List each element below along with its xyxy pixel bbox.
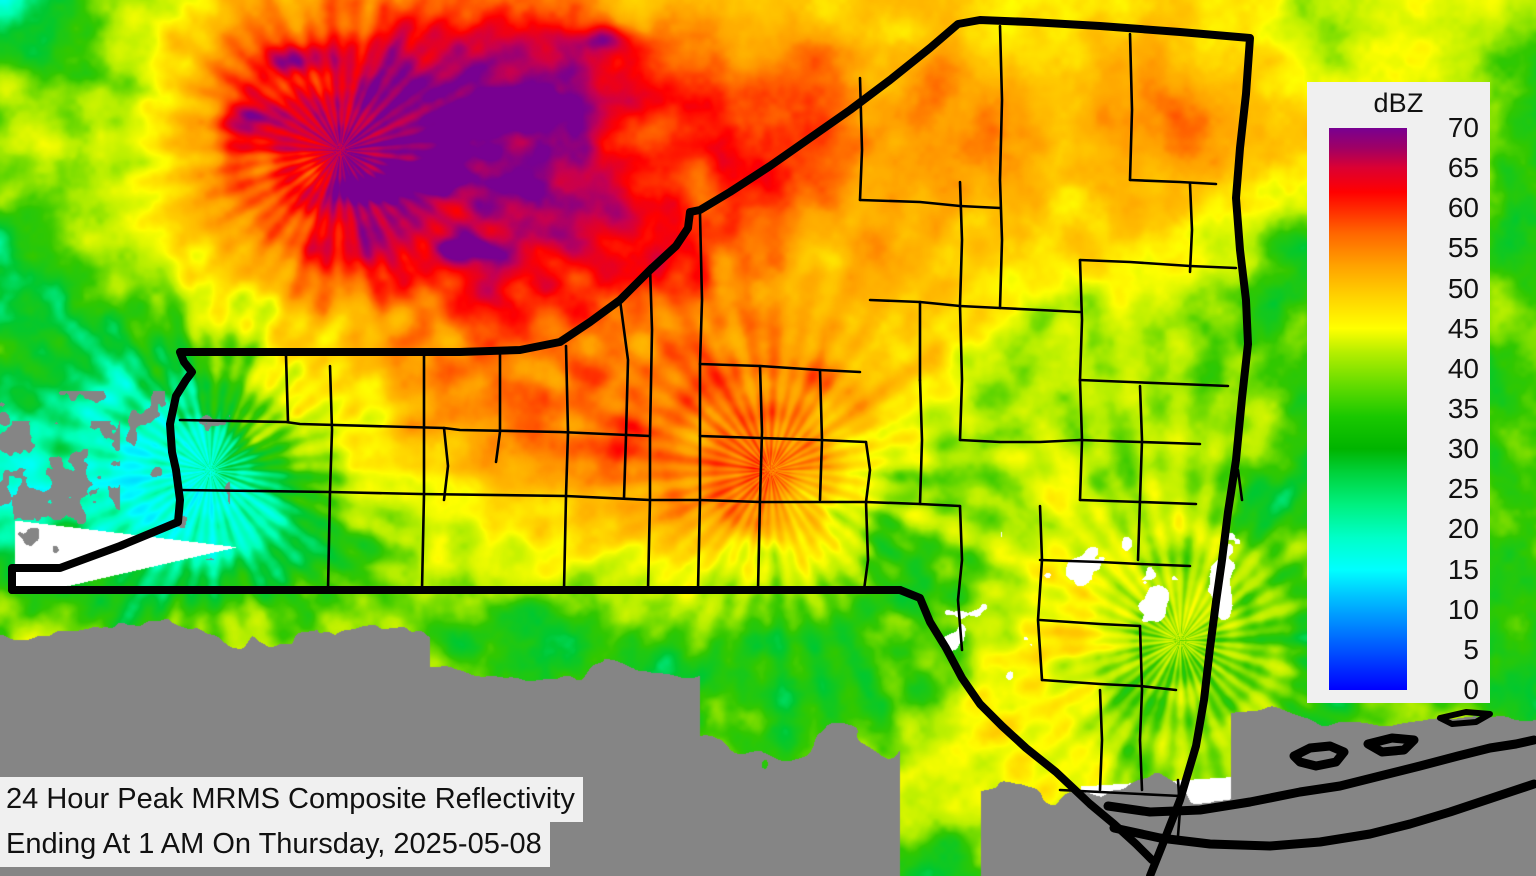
colorbar-tick: 40 xyxy=(1447,352,1479,384)
colorbar-tick: 5 xyxy=(1463,633,1479,665)
colorbar-tick-labels: 70 65 60 55 50 45 40 35 30 25 20 15 10 5 0 xyxy=(1411,112,1483,705)
new-york-state-outline xyxy=(8,16,1254,876)
colorbar-tick: 55 xyxy=(1447,232,1479,264)
colorbar-title: dBZ xyxy=(1373,88,1424,118)
colorbar-tick: 0 xyxy=(1463,674,1479,705)
caption-line-2: Ending At 1 AM On Thursday, 2025-05-08 xyxy=(0,822,550,867)
caption-line-1: 24 Hour Peak MRMS Composite Reflectivity xyxy=(0,777,583,822)
colorbar-tick: 70 xyxy=(1447,112,1479,143)
colorbar-gradient xyxy=(1329,128,1407,690)
colorbar-tick: 15 xyxy=(1447,553,1479,585)
colorbar-tick: 65 xyxy=(1447,152,1479,184)
colorbar-tick: 30 xyxy=(1447,433,1479,465)
colorbar-tick: 25 xyxy=(1447,473,1479,505)
long-island-outline xyxy=(1103,733,1536,851)
county-boundaries xyxy=(178,24,1244,838)
colorbar-tick: 60 xyxy=(1447,192,1479,224)
caption-block: 24 Hour Peak MRMS Composite Reflectivity… xyxy=(0,777,583,867)
colorbar-legend: dBZ 70 65 60 55 50 45 40 35 30 25 20 15 10 5 0 xyxy=(1307,82,1490,705)
colorbar-tick: 35 xyxy=(1447,393,1479,424)
offshore-islets xyxy=(1437,709,1493,727)
colorbar-tick: 45 xyxy=(1447,312,1479,344)
colorbar-tick: 20 xyxy=(1447,513,1479,545)
colorbar-tick: 10 xyxy=(1447,593,1479,625)
colorbar-tick: 50 xyxy=(1447,272,1479,304)
